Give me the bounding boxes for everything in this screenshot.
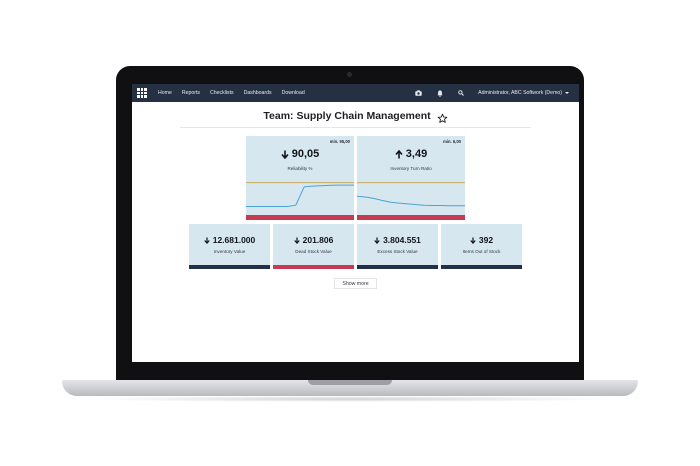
kpi-value-row: 12.681.000	[189, 234, 270, 246]
user-menu[interactable]: Administrator, ABC Softwork (Demo)	[478, 90, 569, 96]
webcam	[347, 72, 352, 77]
kpi-value-row: 201.806	[273, 234, 354, 246]
chevron-down-icon	[565, 92, 569, 94]
kpi-label: Inventory Turn Ratio	[390, 166, 432, 171]
kpi-tile-reliability[interactable]: min. 95,00 90,05 Reliability %	[246, 136, 354, 220]
nav-dashboards[interactable]: Dashboards	[243, 90, 272, 96]
kpi-value-row: 392	[441, 234, 522, 246]
nav-reports[interactable]: Reports	[181, 90, 201, 96]
kpi-value: 12.681.000	[212, 235, 256, 245]
bell-icon[interactable]	[436, 89, 443, 97]
kpi-status-bar	[441, 264, 522, 269]
show-more-button[interactable]: Show more	[334, 278, 377, 289]
kpi-label: Dead Stock Value	[295, 249, 332, 254]
kpi-value: 90,05	[291, 148, 320, 160]
search-icon[interactable]	[457, 90, 464, 97]
kpi-status-bar	[189, 264, 270, 269]
kpi-tile-out-of-stock[interactable]: 392 Items Out of Stock	[441, 224, 522, 269]
arrow-down-icon	[204, 237, 210, 244]
kpi-label: Reliability %	[287, 166, 313, 171]
kpi-sparkline	[357, 182, 465, 207]
favorite-star-icon[interactable]	[437, 111, 448, 123]
kpi-value-row: 90,05	[246, 147, 354, 161]
nav-home[interactable]: Home	[158, 90, 172, 96]
kpi-value: 201.806	[302, 235, 334, 245]
kpi-min-threshold: min. 95,00	[329, 139, 350, 144]
camera-icon[interactable]	[415, 90, 422, 97]
kpi-tile-excess-stock[interactable]: 3.804.551 Excess Stock Value	[357, 224, 438, 269]
kpi-value-row: 3,49	[357, 147, 465, 161]
nav-right: Administrator, ABC Softwork (Demo)	[415, 84, 569, 102]
kpi-status-bar	[246, 215, 354, 220]
actual-line	[246, 184, 354, 207]
arrow-down-icon	[470, 237, 476, 244]
kpi-value-row: 3.804.551	[357, 234, 438, 246]
kpi-tile-dead-stock[interactable]: 201.806 Dead Stock Value	[273, 224, 354, 269]
kpi-min-threshold: min. 6,00	[443, 139, 461, 144]
apps-grid-icon[interactable]	[137, 88, 147, 98]
laptop-base	[62, 380, 638, 396]
top-navbar: Home Reports Checklists Dashboards Downl…	[132, 84, 579, 102]
laptop-notch	[308, 380, 392, 385]
kpi-label: Items Out of Stock	[462, 249, 501, 254]
kpi-label: Excess Stock Value	[377, 249, 418, 254]
page-header: Team: Supply Chain Management	[132, 108, 579, 124]
page-title: Team: Supply Chain Management	[263, 110, 431, 122]
kpi-value: 392	[478, 235, 494, 245]
kpi-value: 3.804.551	[383, 235, 421, 245]
kpi-value: 3,49	[405, 148, 428, 160]
kpi-tile-inventory-turn[interactable]: min. 6,00 3,49 Inventory Turn Ratio	[357, 136, 465, 220]
kpi-tile-inventory-value[interactable]: 12.681.000 Inventory Value	[189, 224, 270, 269]
actual-line	[357, 195, 465, 207]
arrow-down-icon	[374, 237, 380, 244]
arrow-up-icon	[395, 149, 403, 158]
main-nav: Home Reports Checklists Dashboards Downl…	[158, 84, 305, 102]
nav-checklists[interactable]: Checklists	[210, 90, 234, 96]
kpi-status-bar	[273, 264, 354, 269]
header-divider	[180, 127, 531, 128]
kpi-label: Inventory Value	[213, 249, 246, 254]
user-name: Administrator, ABC Softwork (Demo)	[478, 90, 562, 96]
arrow-down-icon	[281, 150, 289, 159]
laptop-shadow	[78, 396, 622, 402]
kpi-status-bar	[357, 215, 465, 220]
app-screen: Home Reports Checklists Dashboards Downl…	[132, 84, 579, 362]
kpi-sparkline	[246, 182, 354, 207]
kpi-status-bar	[357, 264, 438, 269]
nav-download[interactable]: Download	[281, 90, 305, 96]
arrow-down-icon	[293, 237, 300, 244]
